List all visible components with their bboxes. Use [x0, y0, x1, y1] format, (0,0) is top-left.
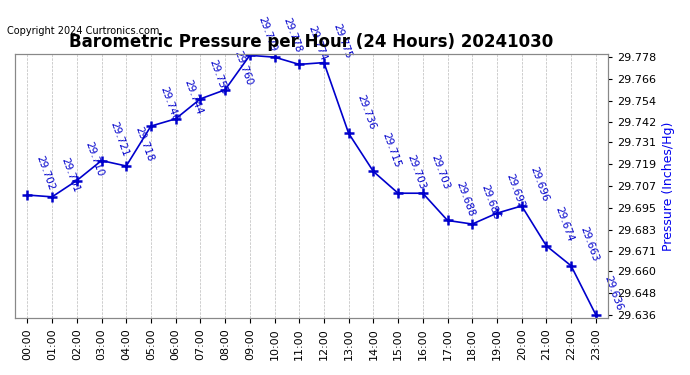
- Title: Barometric Pressure per Hour (24 Hours) 20241030: Barometric Pressure per Hour (24 Hours) …: [70, 33, 553, 51]
- Text: 29.755: 29.755: [207, 58, 229, 96]
- Text: 29.718: 29.718: [133, 126, 155, 163]
- Text: 29.703: 29.703: [405, 153, 427, 190]
- Text: 29.774: 29.774: [306, 24, 328, 62]
- Text: Copyright 2024 Curtronics.com: Copyright 2024 Curtronics.com: [7, 26, 159, 36]
- Text: 29.674: 29.674: [553, 206, 575, 243]
- Text: 29.778: 29.778: [282, 16, 304, 54]
- Text: 29.736: 29.736: [355, 93, 377, 130]
- Text: 29.760: 29.760: [232, 50, 254, 87]
- Text: 29.692: 29.692: [504, 172, 526, 210]
- Text: 29.775: 29.775: [331, 22, 353, 60]
- Text: 29.715: 29.715: [380, 131, 402, 169]
- Text: 29.701: 29.701: [59, 156, 81, 194]
- Text: 29.686: 29.686: [479, 184, 501, 221]
- Text: 29.721: 29.721: [108, 120, 130, 158]
- Text: 29.779: 29.779: [257, 15, 279, 52]
- Text: 29.636: 29.636: [603, 274, 624, 312]
- Text: 29.702: 29.702: [34, 154, 56, 192]
- Text: 29.688: 29.688: [455, 180, 476, 218]
- Text: 29.710: 29.710: [83, 140, 106, 178]
- Text: 29.663: 29.663: [578, 225, 600, 263]
- Text: 29.696: 29.696: [529, 165, 551, 203]
- Text: 29.740: 29.740: [158, 86, 179, 123]
- Text: 29.744: 29.744: [183, 78, 204, 116]
- Y-axis label: Pressure (Inches/Hg): Pressure (Inches/Hg): [662, 121, 675, 250]
- Text: 29.703: 29.703: [430, 153, 451, 190]
